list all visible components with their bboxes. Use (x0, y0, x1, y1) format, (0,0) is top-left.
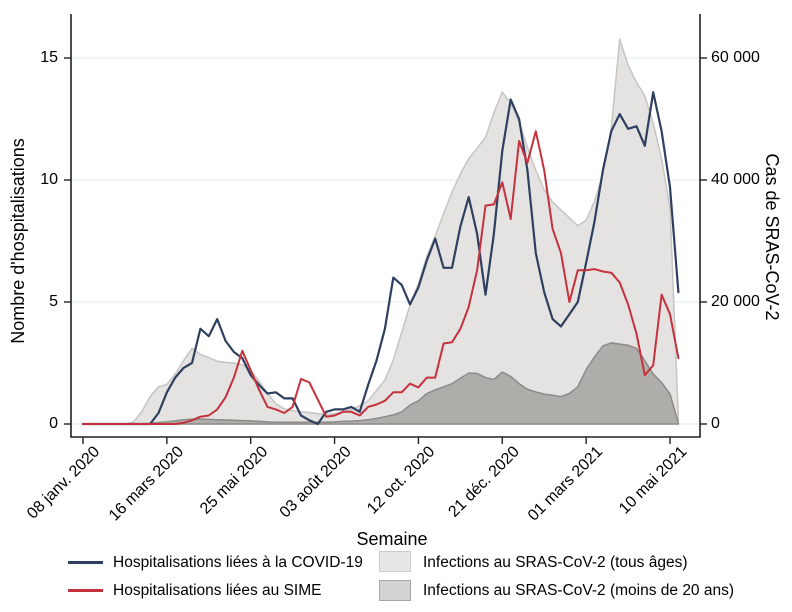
area-infections-all-ages (82, 38, 680, 425)
y-axis-title-left: Nombre d'hospitalisations (8, 138, 28, 344)
y-right-tick-label-0: 0 (711, 415, 720, 432)
y-axis-title-right: Cas de SRAS-CoV-2 (762, 153, 782, 321)
x-axis-title: Semaine (356, 529, 428, 549)
y-left-tick-label-5: 5 (49, 293, 58, 310)
legend-line-swatch-covid (68, 561, 103, 564)
legend-area-swatch-infections-all (379, 551, 411, 572)
legend-area-swatch-infections-under20 (379, 580, 411, 601)
y-right-tick-label-20000: 20 000 (711, 293, 760, 310)
y-right-tick-label-60000: 60 000 (711, 49, 760, 66)
legend-label-infections-under20: Infections au SRAS-CoV-2 (moins de 20 an… (423, 582, 735, 599)
line-hosp-covid (81, 91, 680, 426)
legend-line-swatch-sime (68, 589, 103, 592)
area-infections-under20 (82, 342, 680, 425)
y-right-tick-label-40000: 40 000 (711, 171, 760, 188)
y-left-tick-label-15: 15 (40, 49, 58, 66)
legend-label-hosp-sime: Hospitalisations liées au SIME (113, 582, 322, 599)
y-left-tick-label-10: 10 (40, 171, 58, 188)
legend-label-infections-all: Infections au SRAS-CoV-2 (tous âges) (423, 554, 688, 571)
y-left-tick-label-0: 0 (49, 415, 58, 432)
legend-label-hosp-covid: Hospitalisations liées à la COVID-19 (113, 554, 363, 571)
line-hosp-sime (82, 130, 680, 425)
